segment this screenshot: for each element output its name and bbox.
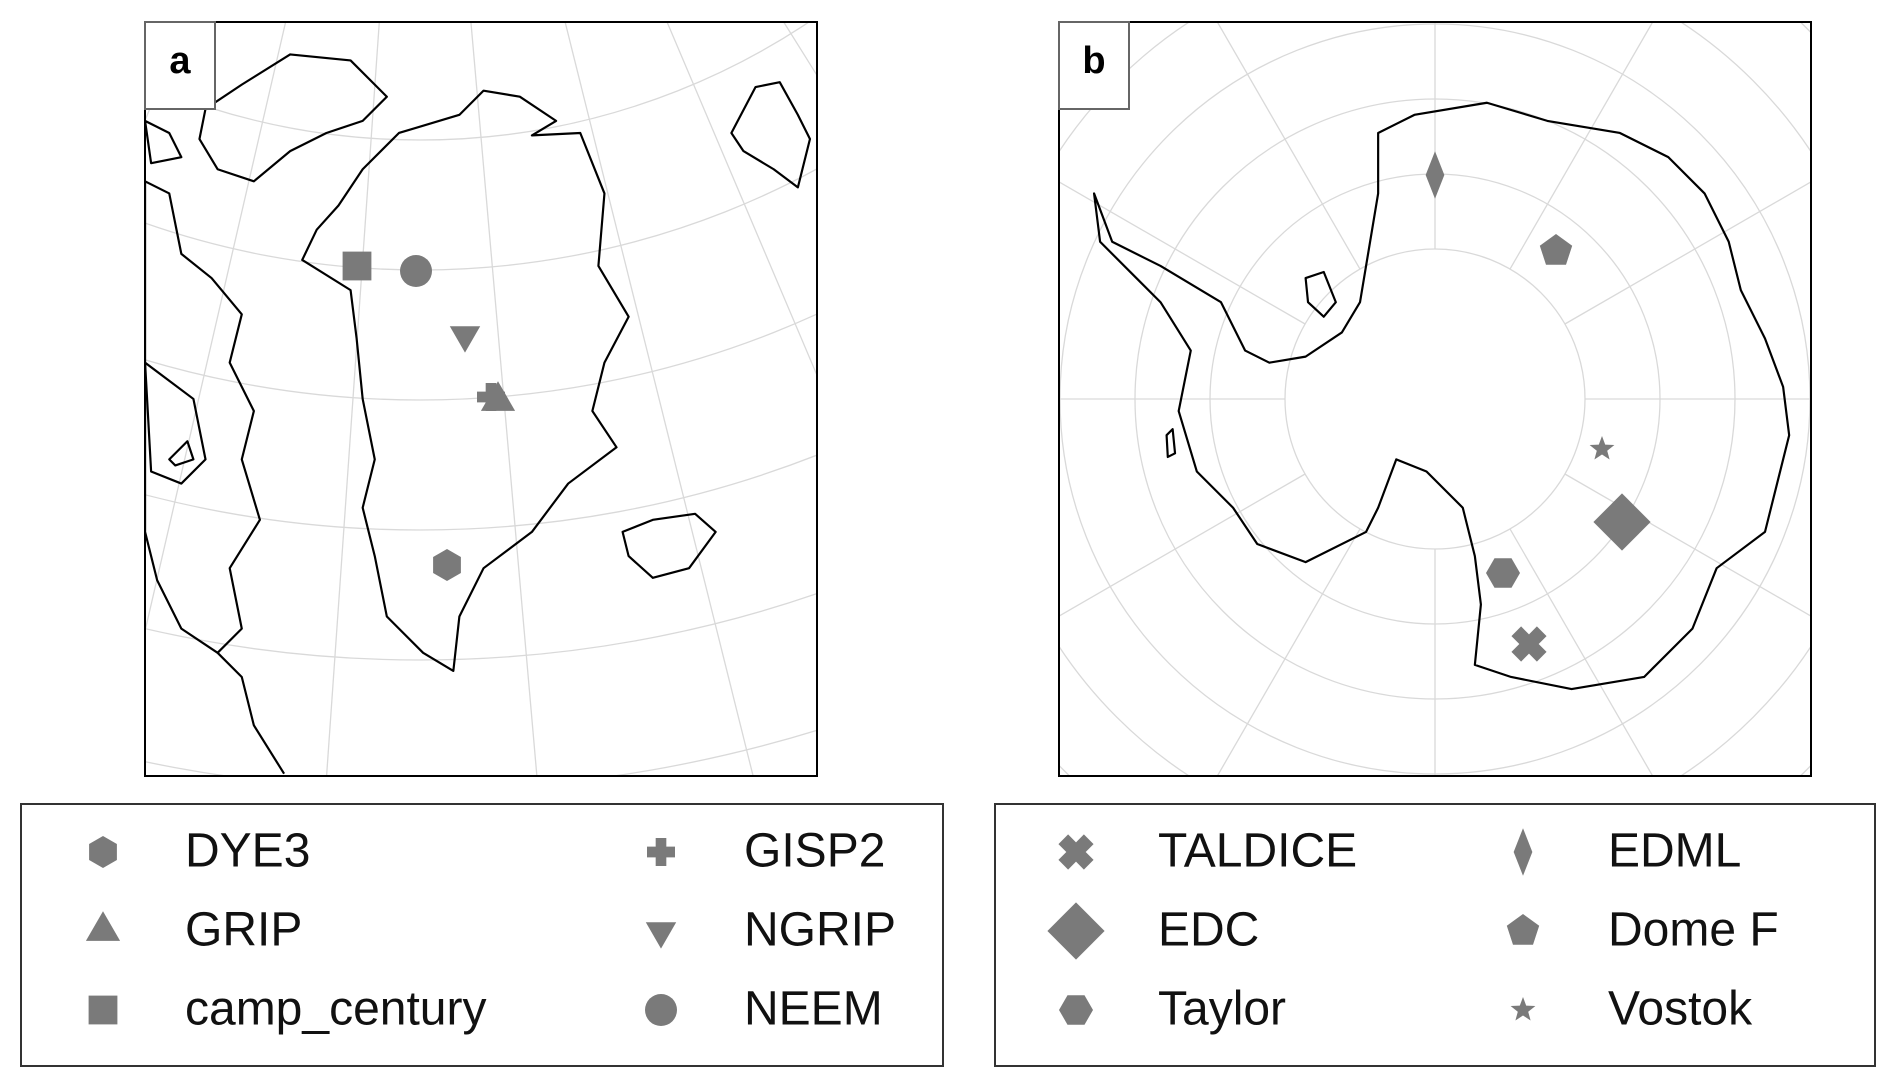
legend-label: GRIP: [185, 904, 302, 957]
meridian: [1059, 473, 1306, 617]
meridian: [666, 22, 817, 377]
legend: [20, 803, 944, 1067]
meridian: [145, 22, 186, 123]
marker: [89, 836, 117, 868]
marker: [400, 255, 432, 287]
marker: [1510, 997, 1536, 1021]
panel-label-box: [1058, 21, 1130, 110]
meridian: [1216, 22, 1361, 270]
marker: [1506, 914, 1540, 945]
legend-label: DYE3: [185, 825, 310, 878]
meridian: [1509, 528, 1654, 776]
site-markers: [342, 151, 1651, 662]
legend-label: Vostok: [1608, 983, 1753, 1036]
meridian: [564, 22, 754, 776]
parallel: [145, 313, 817, 401]
marker: [1486, 558, 1520, 588]
marker: [1511, 626, 1547, 662]
meridian: [420, 0, 1470, 648]
marker: [645, 922, 677, 949]
marker: [1589, 436, 1615, 460]
meridian: [145, 22, 287, 635]
parallel: [0, 0, 1892, 920]
marker: [645, 994, 677, 1026]
marker: [1539, 234, 1573, 265]
marker: [477, 383, 505, 411]
legend: [994, 803, 1876, 1067]
meridian: [325, 22, 380, 776]
panel-label: a: [169, 40, 191, 82]
legend-label: NEEM: [744, 983, 883, 1036]
marker: [1047, 902, 1105, 960]
parallel: [1284, 248, 1586, 550]
parallel: [145, 729, 817, 776]
legend-label: EDML: [1608, 825, 1741, 878]
meridian: [420, 0, 1646, 468]
meridian: [1216, 528, 1361, 776]
map-frame: [1058, 21, 1812, 777]
legend-label: Dome F: [1608, 904, 1779, 957]
marker: [1425, 151, 1445, 199]
marker: [1059, 995, 1093, 1025]
panel-label-box: [144, 21, 216, 110]
parallel: [145, 22, 810, 141]
marker: [647, 838, 675, 866]
panel-label: b: [1082, 40, 1105, 82]
legend-label: NGRIP: [744, 904, 896, 957]
legend-label: GISP2: [744, 825, 885, 878]
marker: [433, 549, 461, 581]
legend-label: camp_century: [185, 983, 486, 1036]
marker: [1593, 493, 1651, 551]
parallel: [145, 454, 817, 531]
marker: [88, 995, 118, 1025]
marker: [1513, 828, 1533, 876]
meridian: [470, 22, 538, 776]
legend-label: EDC: [1158, 904, 1259, 957]
parallel: [145, 592, 817, 661]
marker: [449, 326, 481, 353]
legend-label: TALDICE: [1158, 825, 1357, 878]
meridian: [1509, 22, 1654, 270]
meridian: [1059, 181, 1306, 325]
coastline: [1092, 101, 1791, 691]
coastline: [145, 53, 812, 775]
map-frame: [144, 21, 818, 777]
marker: [85, 911, 121, 941]
legend-label: Taylor: [1158, 983, 1286, 1036]
marker: [1058, 834, 1094, 870]
marker: [342, 251, 372, 281]
meridian: [1564, 181, 1811, 325]
